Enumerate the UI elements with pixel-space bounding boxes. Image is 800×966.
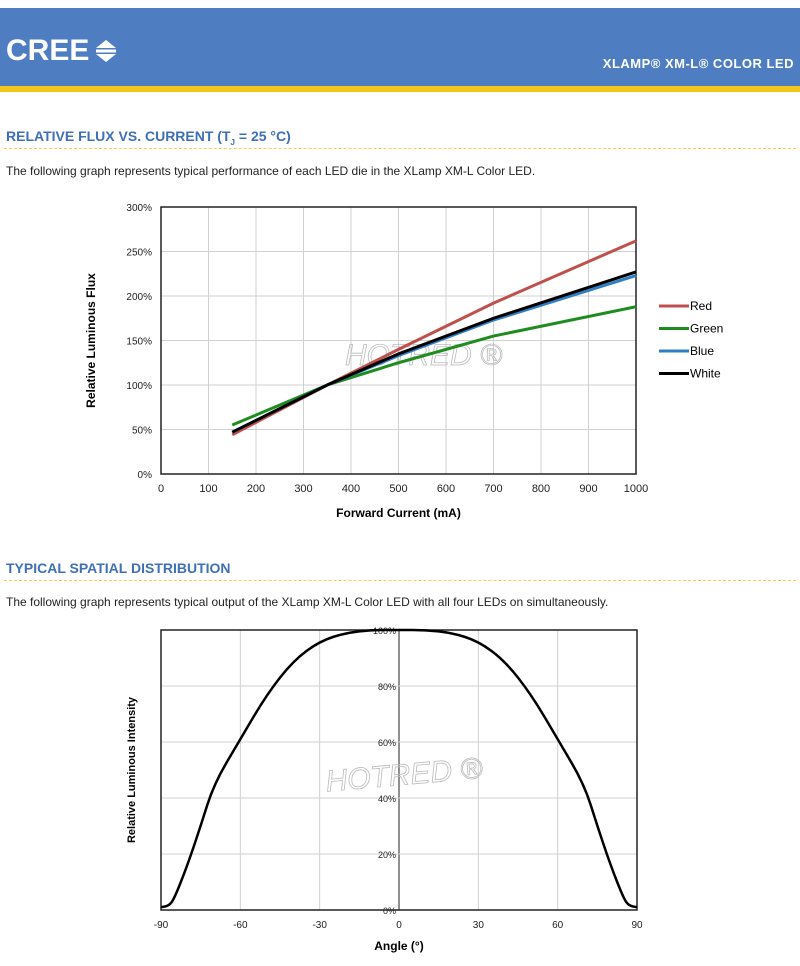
y-tick-label: 20% xyxy=(378,850,396,860)
y-tick-label: 0% xyxy=(383,906,396,916)
series-line-red xyxy=(231,239,637,437)
x-tick-label: 1000 xyxy=(624,483,648,495)
legend-label-white: White xyxy=(690,367,721,381)
section-title-spatial: TYPICAL SPATIAL DISTRIBUTION xyxy=(6,560,231,576)
section-desc-spatial: The following graph represents typical o… xyxy=(6,595,609,609)
section-divider xyxy=(4,148,796,149)
x-tick-label: -60 xyxy=(233,920,248,931)
series-line-green xyxy=(231,305,637,427)
x-tick-label: 900 xyxy=(579,483,597,495)
x-tick-label: 300 xyxy=(294,483,312,495)
x-tick-label: 90 xyxy=(631,920,643,931)
x-tick-label: 30 xyxy=(473,920,485,931)
y-tick-label: 50% xyxy=(132,426,152,437)
x-tick-label: 100 xyxy=(199,483,217,495)
series-line-white xyxy=(231,270,637,434)
y-tick-label: 40% xyxy=(378,794,396,804)
x-tick-label: 600 xyxy=(437,483,455,495)
y-tick-label: 100% xyxy=(126,381,152,392)
y-axis-label: Relative Luminous Intensity xyxy=(126,696,138,843)
section-divider xyxy=(4,580,796,581)
legend-label-green: Green xyxy=(690,322,723,336)
x-axis-label: Angle (°) xyxy=(374,939,423,953)
y-tick-label: 250% xyxy=(126,248,152,259)
y-tick-label: 300% xyxy=(126,203,152,214)
flux-chart: 0 100 200 300 400 500 600 700 800 900 1000 0% 50% 100… xyxy=(84,203,723,520)
y-axis-label: Relative Luminous Flux xyxy=(84,273,98,408)
x-tick-label: 800 xyxy=(532,483,550,495)
logo-text: CREE xyxy=(6,34,90,67)
section-title-flux: RELATIVE FLUX VS. CURRENT (TJ = 25 °C) xyxy=(6,128,291,147)
x-tick-label: 400 xyxy=(342,483,360,495)
x-tick-label: 0 xyxy=(158,483,164,495)
watermark: HOTRED ® xyxy=(324,752,484,799)
spatial-chart: -90 -60 -30 0 30 60 900%20%40%60%80%100%Angle … xyxy=(126,626,643,953)
y-tick-label: 150% xyxy=(126,337,152,348)
header-bar: CREE XLAMP® XM-L® COLOR LED xyxy=(0,8,800,86)
x-tick-label: 60 xyxy=(552,920,564,931)
x-tick-label: -30 xyxy=(312,920,327,931)
y-tick-label: 80% xyxy=(378,682,396,692)
x-tick-label: 200 xyxy=(247,483,265,495)
yellow-divider xyxy=(0,86,800,92)
legend-label-blue: Blue xyxy=(690,344,714,358)
legend-label-red: Red xyxy=(690,299,712,313)
x-tick-label: -90 xyxy=(154,920,169,931)
intensity-curve xyxy=(160,628,638,909)
product-name: XLAMP® XM-L® COLOR LED xyxy=(602,56,794,71)
x-tick-label: 500 xyxy=(389,483,407,495)
x-axis-label: Forward Current (mA) xyxy=(336,506,461,520)
plot-frame xyxy=(160,206,637,475)
x-tick-label: 700 xyxy=(484,483,502,495)
y-tick-label: 200% xyxy=(126,292,152,303)
x-tick-label: 0 xyxy=(396,920,402,931)
cree-logo: CREE xyxy=(6,34,117,68)
section-desc-flux: The following graph represents typical p… xyxy=(6,164,536,178)
cree-arrows-icon xyxy=(96,40,117,62)
y-tick-label: 60% xyxy=(378,738,396,748)
y-tick-label: 0% xyxy=(138,470,153,481)
